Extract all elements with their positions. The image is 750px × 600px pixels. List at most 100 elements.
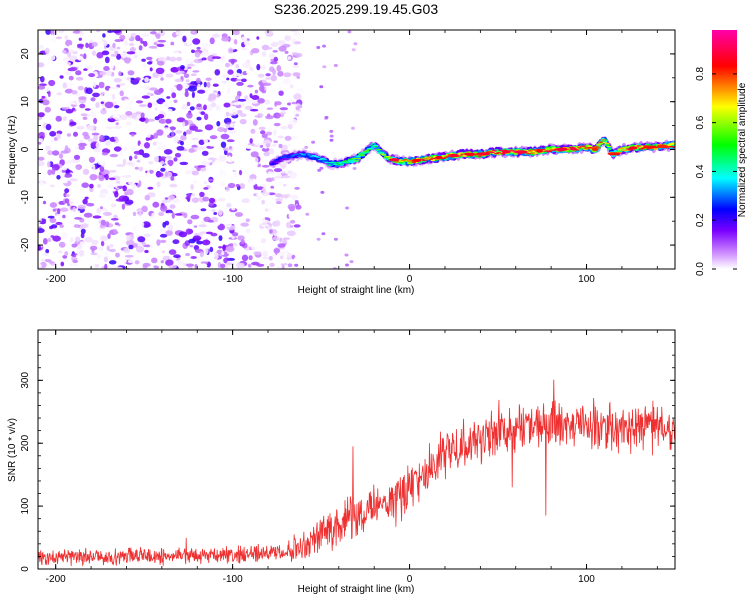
noise-speckle (281, 250, 290, 254)
signal-ridge-cell (638, 148, 644, 150)
noise-speckle (55, 213, 63, 220)
noise-speckle (68, 221, 75, 225)
noise-speckle (101, 50, 110, 56)
noise-speckle (130, 77, 135, 81)
noise-speckle (293, 224, 301, 228)
noise-speckle (282, 237, 291, 240)
noise-speckle (129, 60, 139, 65)
noise-speckle (43, 252, 49, 256)
noise-speckle (183, 212, 188, 219)
noise-speckle (113, 146, 122, 152)
noise-speckle (289, 172, 298, 179)
noise-speckle (197, 165, 206, 168)
snr-y-axis-label: SNR (10 * v/v) (7, 418, 18, 482)
noise-speckle (114, 50, 119, 55)
noise-speckle (351, 126, 355, 130)
noise-speckle (277, 81, 283, 88)
signal-ridge-cell (275, 158, 281, 160)
noise-speckle (333, 237, 338, 241)
noise-speckle (149, 31, 157, 35)
noise-speckle (144, 142, 150, 149)
noise-speckle (73, 184, 77, 189)
noise-speckle (95, 102, 100, 108)
noise-speckle (139, 143, 144, 148)
noise-speckle (217, 127, 225, 132)
signal-ridge-cell (269, 164, 274, 166)
noise-speckle (103, 66, 110, 71)
noise-speckle (128, 244, 134, 250)
signal-ridge-cell (298, 153, 304, 155)
noise-speckle (86, 202, 95, 207)
noise-speckle (91, 239, 99, 245)
noise-speckle (186, 39, 191, 46)
noise-speckle (40, 76, 45, 83)
heatmap-y-axis-label: Frequency (Hz) (7, 116, 18, 185)
noise-speckle (198, 232, 203, 237)
noise-speckle (286, 230, 296, 237)
noise-speckle (277, 70, 284, 77)
noise-speckle (42, 238, 48, 245)
noise-speckle (233, 102, 240, 106)
noise-speckle (289, 84, 294, 89)
noise-speckle (124, 254, 134, 258)
noise-speckle (75, 165, 81, 170)
noise-speckle (161, 199, 169, 204)
noise-speckle (170, 87, 175, 94)
noise-speckle (288, 118, 298, 126)
noise-speckle (134, 224, 138, 228)
noise-speckle (97, 41, 103, 44)
noise-speckle (180, 135, 187, 141)
noise-speckle (170, 191, 176, 196)
noise-speckle (146, 92, 152, 96)
signal-ridge-cell (492, 150, 497, 152)
noise-speckle (191, 197, 199, 203)
noise-speckle (38, 138, 44, 142)
noise-speckle (254, 142, 264, 146)
noise-speckle (134, 166, 139, 170)
colorbar-ticks: 0.0 0.2 0.4 0.6 0.8 (695, 67, 737, 276)
noise-speckle (75, 236, 81, 243)
signal-ridge-cell (473, 151, 478, 154)
noise-speckle (254, 89, 259, 94)
noise-speckle (189, 245, 194, 248)
noise-speckle (200, 261, 209, 265)
noise-speckle (324, 115, 329, 119)
noise-speckle (278, 45, 287, 52)
noise-speckle (38, 182, 41, 188)
noise-speckle (100, 219, 106, 226)
noise-speckle (176, 56, 183, 62)
signal-peak (501, 150, 511, 154)
noise-speckle (225, 185, 231, 192)
noise-speckle (272, 68, 276, 76)
signal-ridge-cell (487, 150, 493, 152)
noise-speckle (273, 56, 278, 62)
signal-ridge-cell (332, 163, 338, 165)
noise-speckle (179, 161, 189, 166)
noise-speckle (114, 191, 119, 198)
signal-ridge-cell (606, 145, 612, 147)
noise-speckle (272, 143, 277, 147)
noise-speckle (108, 63, 114, 70)
noise-speckle (50, 34, 55, 40)
noise-speckle (97, 184, 102, 188)
noise-speckle (138, 212, 143, 217)
signal-ridge-cell (296, 155, 302, 157)
noise-speckle (256, 63, 261, 71)
noise-speckle (277, 266, 281, 269)
noise-speckle (42, 200, 47, 205)
noise-speckle (304, 145, 309, 149)
noise-speckle (329, 138, 334, 142)
noise-speckle (133, 220, 137, 225)
noise-speckle (116, 84, 121, 88)
noise-speckle (60, 150, 69, 154)
noise-speckle (79, 225, 87, 229)
noise-speckle (104, 263, 108, 269)
noise-speckle (195, 95, 202, 100)
noise-speckle (232, 232, 239, 237)
noise-speckle (89, 186, 94, 193)
noise-speckle (268, 126, 272, 130)
noise-speckle (83, 53, 87, 60)
signal-ridge-cell (356, 158, 361, 160)
noise-speckle (64, 35, 68, 40)
noise-speckle (275, 198, 283, 202)
